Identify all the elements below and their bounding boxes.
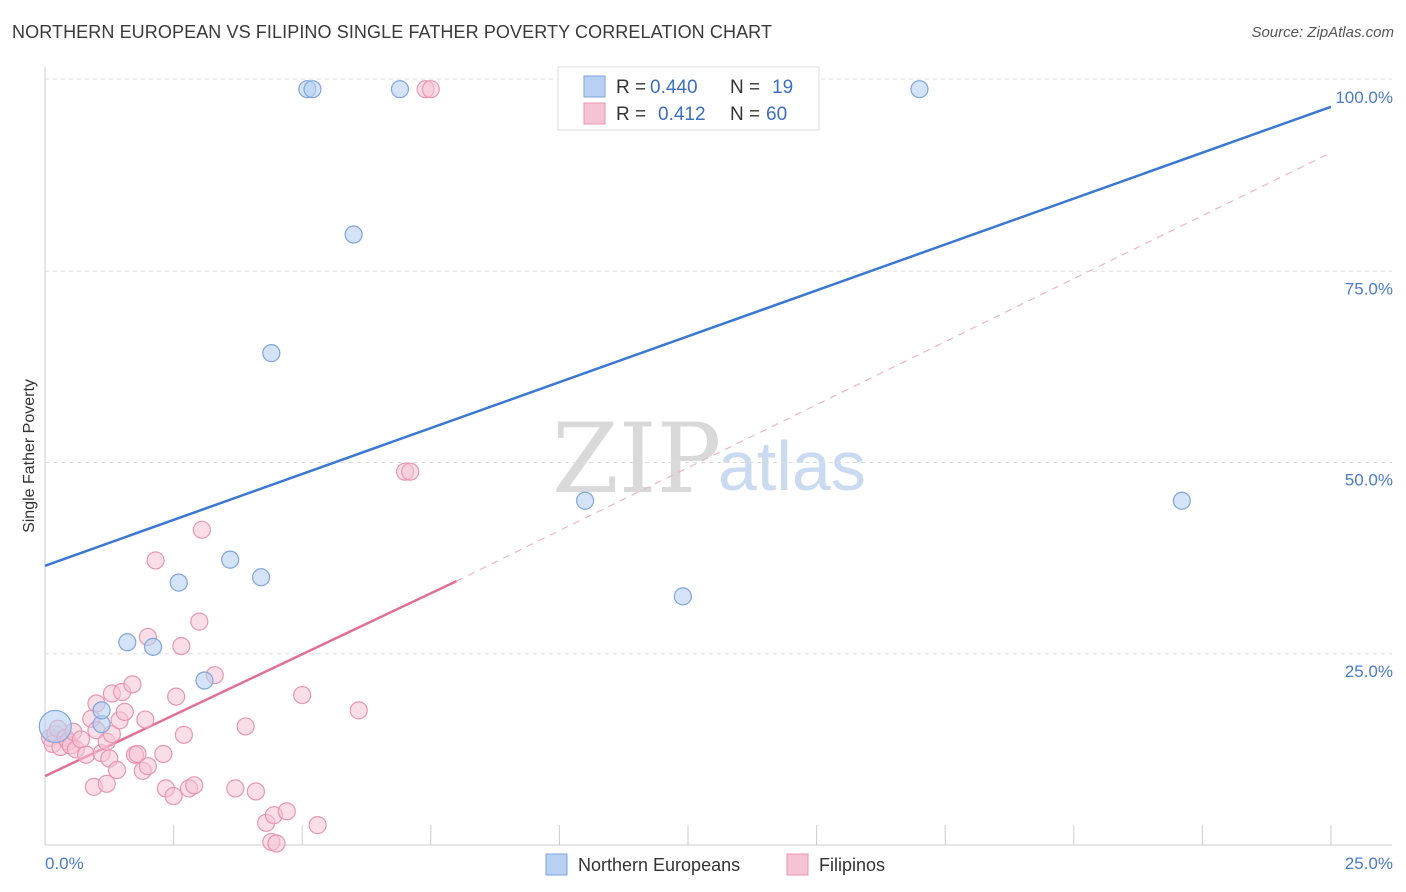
point-northern-europeans (910, 80, 929, 99)
chart-title: NORTHERN EUROPEAN VS FILIPINO SINGLE FAT… (12, 22, 773, 42)
legend-r-value-1: 0.440 (650, 77, 698, 98)
point-filipinos (167, 687, 186, 706)
point-northern-europeans (576, 491, 595, 510)
point-northern-europeans (92, 701, 111, 720)
watermark-atlas: atlas (718, 427, 866, 505)
point-filipinos (136, 710, 155, 729)
legend-n-value-2: 60 (766, 104, 787, 125)
legend-swatch-northern-europeans (583, 75, 606, 98)
legend-r-label-1: R = (616, 77, 651, 98)
y-tick-label: 25.0% (1345, 662, 1393, 681)
x-tick-label: 0.0% (45, 854, 84, 873)
y-tick-label: 100.0% (1335, 88, 1393, 107)
point-filipinos (421, 80, 440, 99)
y-axis-label: Single Father Poverty (21, 379, 38, 533)
point-filipinos (172, 636, 191, 656)
point-northern-europeans (195, 671, 214, 690)
point-filipinos (267, 834, 286, 853)
trend-line-filipinos-extension (456, 152, 1332, 582)
point-northern-europeans (221, 550, 240, 569)
series-legend-label-northern-europeans: Northern Europeans (578, 855, 740, 875)
point-northern-europeans (303, 80, 322, 99)
point-filipinos (107, 760, 127, 780)
point-filipinos (77, 745, 96, 764)
point-northern-europeans (118, 633, 137, 652)
legend-n-label-1: N = (730, 77, 765, 98)
point-filipinos (401, 462, 420, 481)
point-filipinos (164, 786, 183, 806)
point-filipinos (97, 774, 116, 793)
series-legend-label-filipinos: Filipinos (819, 855, 885, 875)
point-filipinos (115, 702, 134, 721)
legend-n-value-1: 19 (772, 77, 793, 98)
correlation-legend: R = 0.440 N = 19 R = 0.412 N = 60 (557, 66, 820, 131)
point-northern-europeans (673, 587, 692, 606)
point-filipinos (349, 701, 368, 720)
point-northern-europeans (38, 709, 72, 744)
point-filipinos (277, 802, 296, 821)
point-northern-europeans (251, 568, 271, 587)
grid-lines (45, 78, 1392, 655)
point-filipinos (236, 717, 255, 736)
point-filipinos (174, 725, 193, 744)
source-credit: Source: ZipAtlas.com (1251, 24, 1394, 41)
point-filipinos (185, 776, 204, 795)
point-northern-europeans (1172, 491, 1191, 510)
point-northern-europeans (390, 80, 410, 99)
series-legend: Northern Europeans Filipinos (545, 853, 885, 876)
point-filipinos (293, 685, 312, 705)
legend-n-label-2: N = (730, 104, 765, 125)
legend-r-value-2: 0.412 (658, 104, 706, 125)
point-filipinos (71, 730, 91, 749)
point-filipinos (226, 779, 245, 798)
point-filipinos (246, 782, 266, 801)
point-filipinos (123, 675, 142, 694)
x-tick-label: 25.0% (1345, 854, 1393, 873)
tick-labels: 25.0% 50.0% 75.0% 100.0% 0.0% 25.0% (45, 88, 1393, 873)
point-filipinos (138, 757, 157, 776)
point-northern-europeans (262, 344, 281, 363)
point-filipinos (192, 520, 211, 539)
point-filipinos (146, 551, 165, 570)
point-northern-europeans (344, 225, 363, 244)
point-filipinos (128, 744, 147, 764)
point-filipinos (190, 612, 209, 631)
y-tick-label: 75.0% (1345, 279, 1393, 298)
trend-line-northern-europeans (44, 105, 1332, 567)
point-northern-europeans (169, 573, 188, 592)
legend-r-label-2: R = (616, 104, 651, 125)
series-legend-swatch-northern-europeans (545, 853, 568, 876)
series-legend-swatch-filipinos (786, 853, 809, 876)
point-filipinos (308, 816, 327, 835)
data-points (38, 80, 1191, 853)
point-northern-europeans (143, 637, 163, 656)
y-tick-label: 50.0% (1345, 471, 1393, 490)
legend-swatch-filipinos (583, 102, 606, 125)
point-filipinos (154, 744, 173, 764)
